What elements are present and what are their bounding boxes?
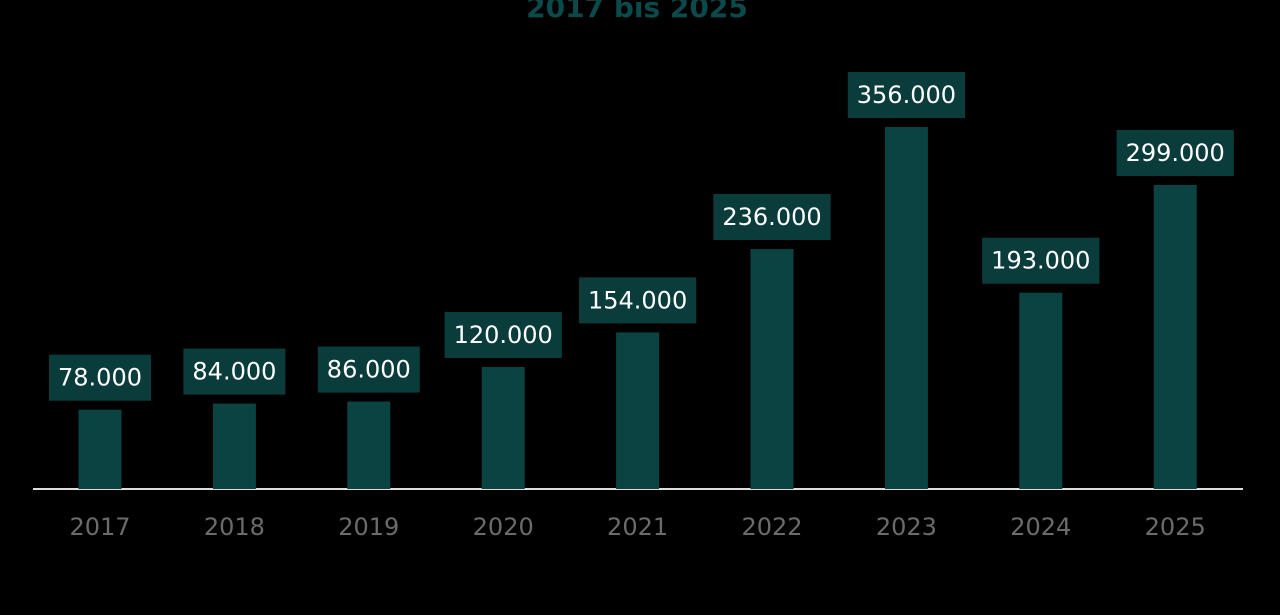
- x-tick-label: 2022: [741, 513, 802, 541]
- value-label: 193.000: [991, 247, 1090, 275]
- bar: [1019, 292, 1063, 489]
- value-label: 299.000: [1126, 139, 1225, 167]
- value-label: 154.000: [588, 286, 687, 314]
- x-tick-label: 2024: [1010, 513, 1071, 541]
- value-label: 356.000: [857, 81, 956, 109]
- value-label: 84.000: [192, 358, 276, 386]
- value-label-box: [982, 237, 1100, 284]
- value-label-box: [317, 346, 420, 393]
- value-label-box: [578, 277, 697, 324]
- value-label-box: [444, 311, 562, 358]
- chart-subtitle: 2017 bis 2025: [526, 0, 748, 24]
- value-label-box: [1116, 129, 1234, 176]
- value-label-box: [183, 348, 286, 395]
- bar: [212, 403, 256, 489]
- x-tick-label: 2017: [69, 513, 130, 541]
- value-label: 86.000: [327, 356, 411, 384]
- bar: [884, 127, 928, 489]
- value-label-box: [847, 72, 966, 118]
- x-tick-label: 2019: [338, 513, 399, 541]
- bar: [78, 409, 122, 489]
- value-label-box: [713, 194, 831, 241]
- bar: [1153, 184, 1197, 489]
- bar: [347, 401, 391, 489]
- bar: [616, 332, 660, 489]
- x-tick-label: 2025: [1145, 513, 1206, 541]
- x-tick-label: 2021: [607, 513, 668, 541]
- bar: [481, 366, 525, 489]
- value-label: 120.000: [454, 321, 553, 349]
- bar: [750, 249, 794, 489]
- x-tick-label: 2020: [473, 513, 534, 541]
- value-label: 78.000: [58, 364, 142, 392]
- x-tick-label: 2018: [204, 513, 265, 541]
- value-label: 236.000: [722, 203, 821, 231]
- x-tick-label: 2023: [876, 513, 937, 541]
- value-label-box: [49, 354, 151, 401]
